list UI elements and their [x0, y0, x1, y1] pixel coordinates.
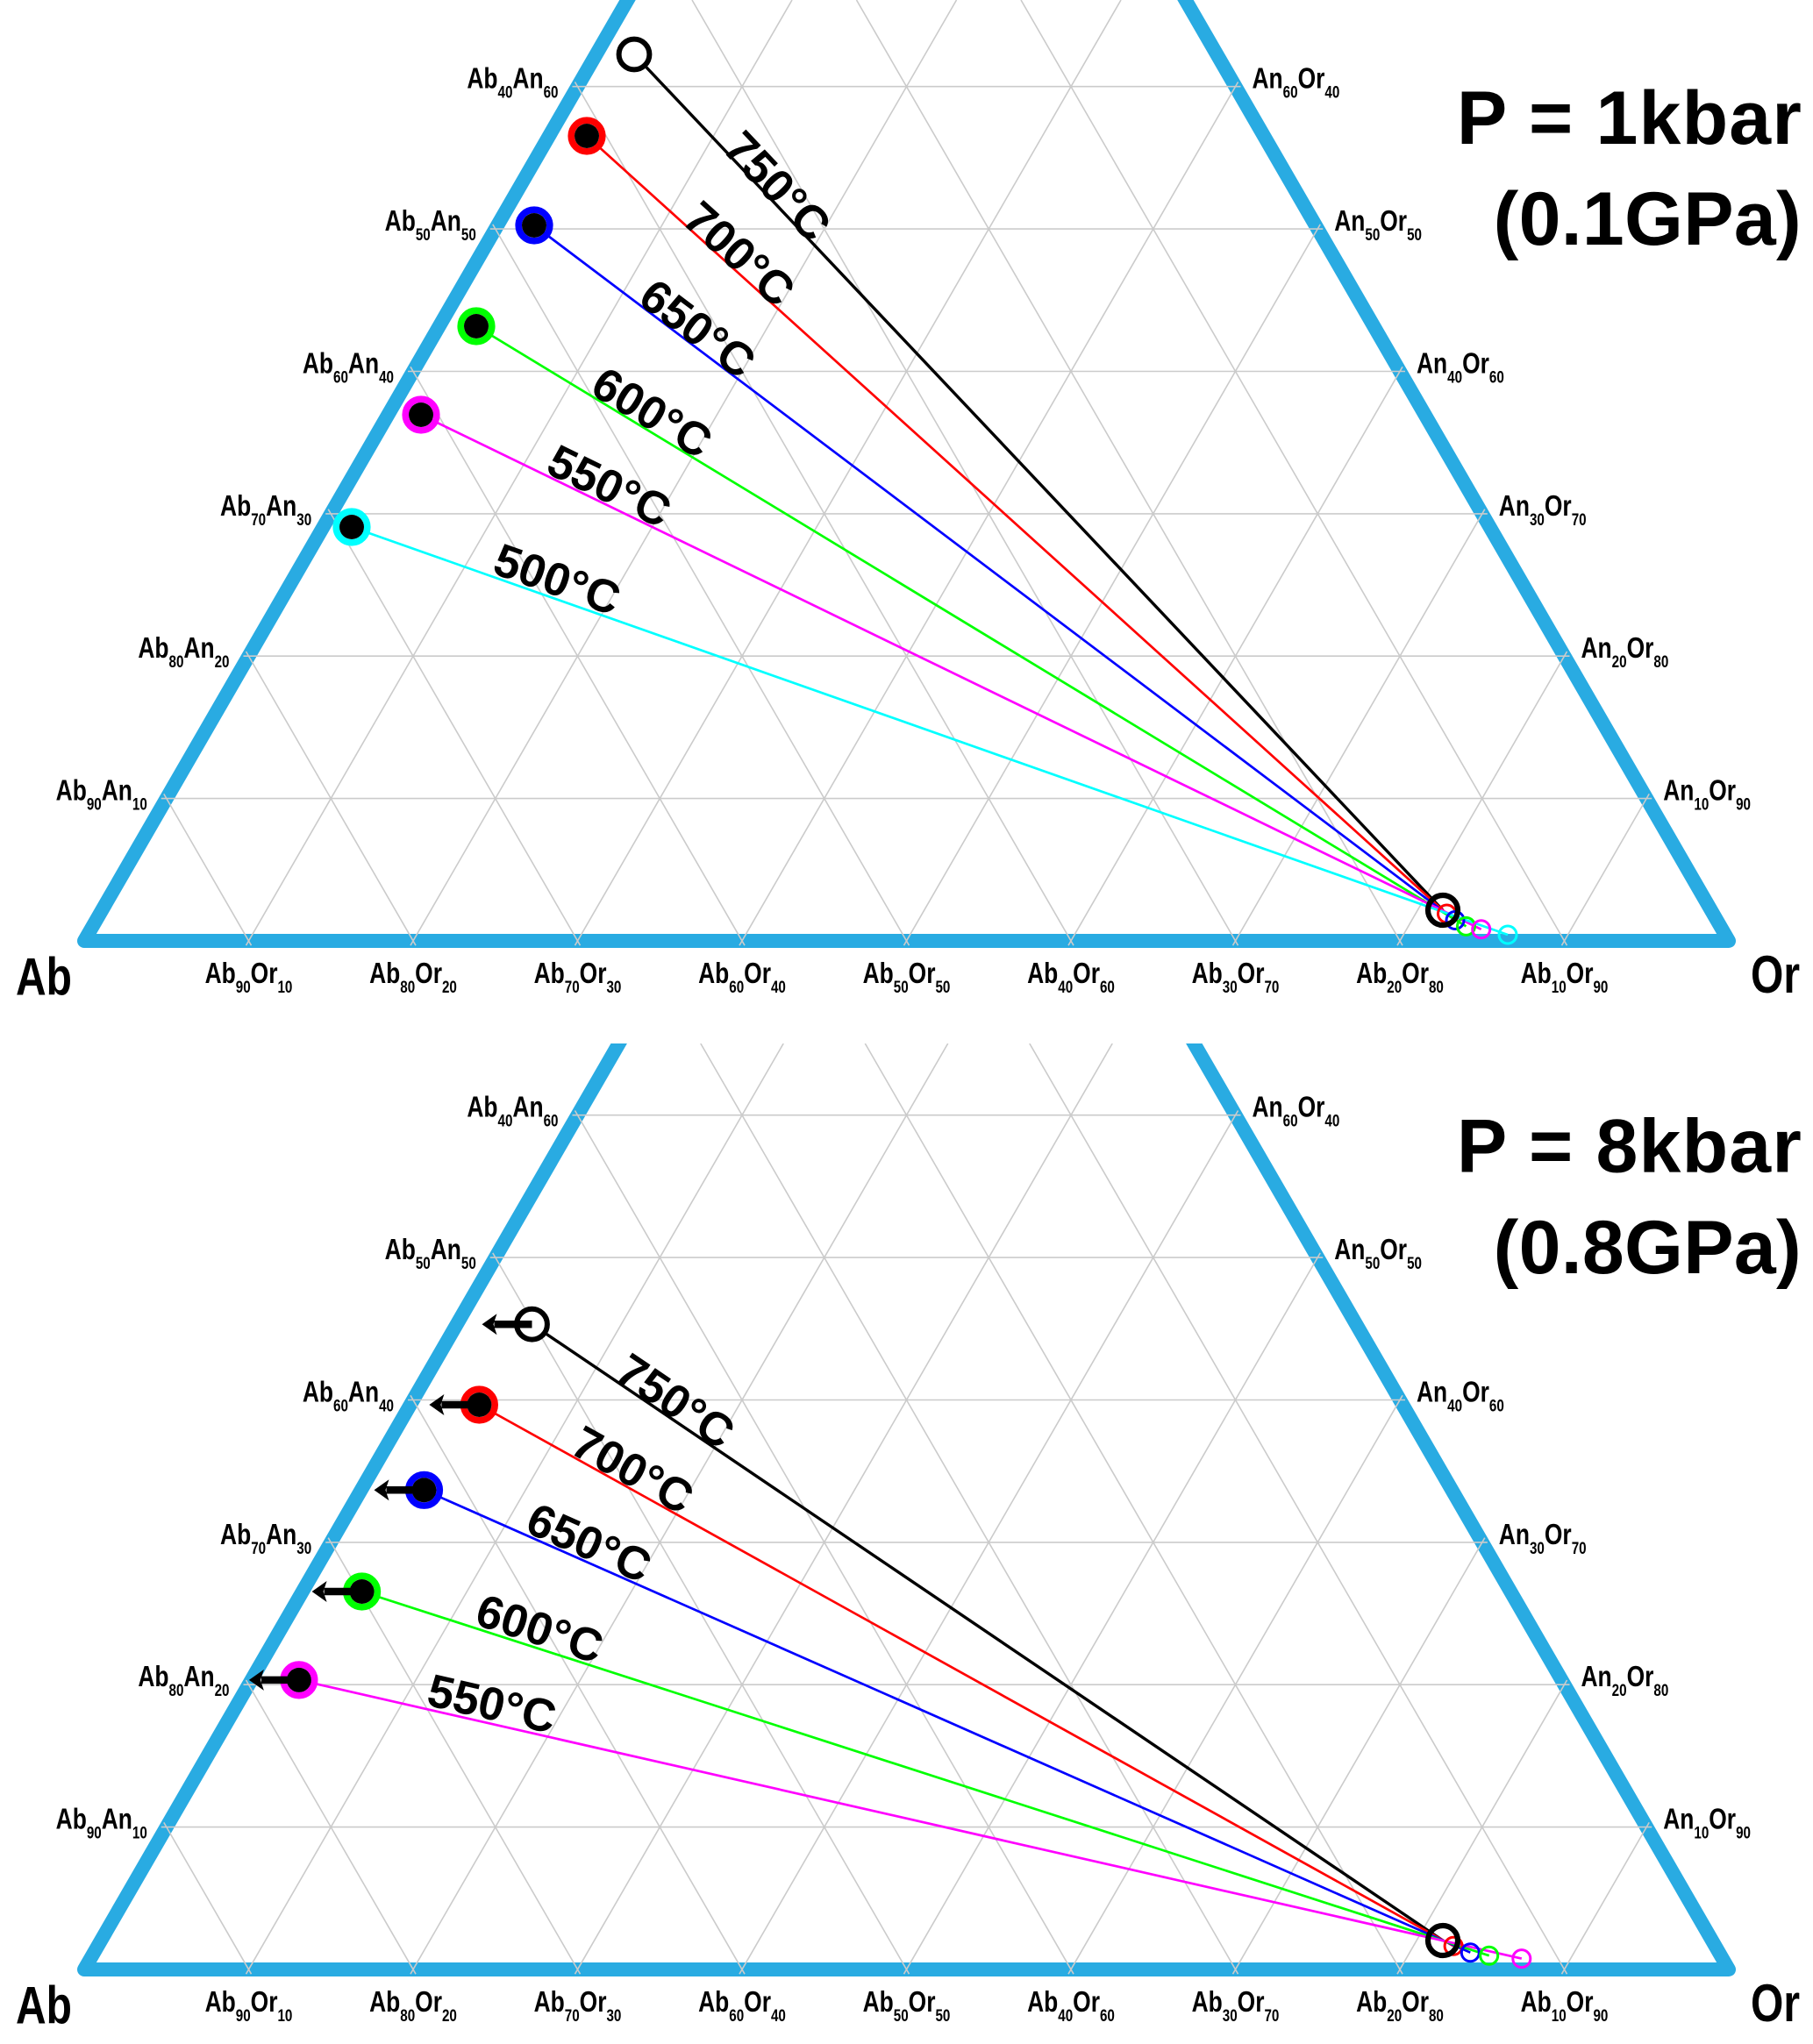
svg-text:Ab80Or20: Ab80Or20	[369, 958, 457, 996]
svg-text:Ab40An60: Ab40An60	[467, 1092, 558, 1130]
svg-text:P = 1kbar: P = 1kbar	[1457, 76, 1802, 160]
svg-text:Or: Or	[1751, 1974, 1800, 2033]
svg-text:Ab: Ab	[16, 947, 72, 1006]
svg-text:P = 8kbar: P = 8kbar	[1457, 1105, 1802, 1189]
svg-text:Or: Or	[1751, 945, 1800, 1004]
svg-text:Ab60An40: Ab60An40	[303, 348, 394, 387]
svg-text:Ab70An30: Ab70An30	[220, 1519, 311, 1557]
svg-text:Ab90An10: Ab90An10	[56, 1804, 147, 1842]
svg-text:(0.8GPa): (0.8GPa)	[1494, 1206, 1802, 1290]
svg-text:(0.1GPa): (0.1GPa)	[1494, 177, 1802, 261]
svg-text:Ab: Ab	[16, 1976, 72, 2034]
svg-text:Ab70An30: Ab70An30	[220, 490, 311, 529]
svg-text:Ab60An40: Ab60An40	[303, 1377, 394, 1415]
